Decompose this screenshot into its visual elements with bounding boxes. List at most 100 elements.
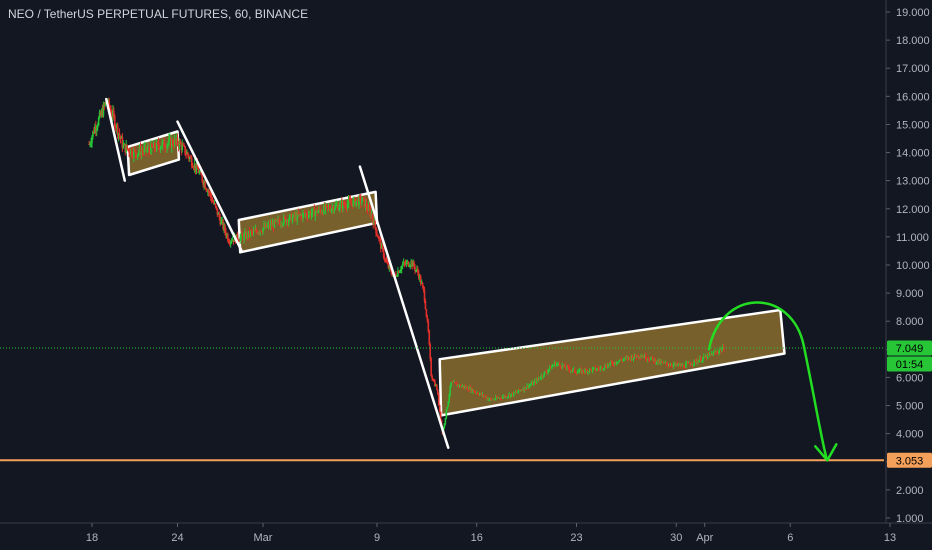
- candle-body: [540, 375, 543, 379]
- candle-body: [232, 239, 235, 242]
- candle-body: [563, 364, 565, 367]
- candle-body: [320, 210, 322, 213]
- candle-body: [450, 382, 452, 387]
- candle-body: [397, 271, 399, 276]
- x-tick-label: Mar: [254, 532, 273, 544]
- candle-body: [244, 232, 246, 235]
- candle-body: [499, 397, 502, 399]
- candle-body: [691, 364, 694, 366]
- labels-layer: 7.049 01:54 3.053: [887, 340, 932, 468]
- candle-body: [330, 208, 333, 212]
- candle-body: [589, 368, 591, 372]
- candle-body: [579, 369, 582, 371]
- candle-body: [427, 320, 430, 332]
- candle-body: [243, 234, 245, 240]
- candle-body: [470, 387, 472, 391]
- candle-body: [377, 235, 379, 238]
- candle-body: [151, 143, 153, 147]
- candle-body: [149, 150, 151, 155]
- candle-body: [522, 389, 525, 391]
- candle-body: [260, 230, 262, 232]
- candle-body: [102, 104, 105, 117]
- candle-body: [299, 213, 301, 216]
- candle-body: [419, 276, 422, 284]
- candle-body: [464, 386, 467, 388]
- candle-body: [624, 357, 626, 360]
- candle-body: [277, 219, 279, 221]
- candle-body: [584, 369, 586, 373]
- candle-body: [525, 388, 527, 390]
- support-price-label: 3.053: [896, 455, 924, 467]
- candle-body: [671, 365, 674, 367]
- candle-body: [484, 396, 487, 398]
- candle-body: [168, 138, 170, 144]
- candle-body: [594, 367, 597, 371]
- candle-body: [494, 396, 497, 400]
- candle-body: [309, 212, 312, 217]
- y-tick-label: 2.000: [896, 485, 924, 497]
- candle-body: [695, 360, 697, 363]
- candle-body: [704, 355, 707, 358]
- candle-body: [95, 126, 97, 131]
- candle-body: [697, 361, 699, 363]
- candle-body: [541, 375, 544, 377]
- candle-body: [583, 371, 585, 373]
- candle-body: [380, 244, 383, 249]
- candle-body: [519, 390, 522, 392]
- candle-body: [363, 197, 366, 208]
- candle-body: [162, 139, 165, 142]
- candle-body: [521, 389, 524, 391]
- candle-body: [719, 349, 721, 352]
- candle-body: [498, 397, 501, 399]
- candle-body: [602, 369, 604, 371]
- candle-body: [268, 223, 271, 228]
- y-tick-label: 11.000: [896, 232, 929, 244]
- candle-body: [267, 223, 270, 226]
- candle-body: [387, 263, 390, 269]
- candle-body: [567, 365, 569, 367]
- candle-body: [412, 261, 414, 267]
- candle-body: [108, 100, 110, 108]
- candle-body: [169, 138, 171, 140]
- candle-body: [315, 209, 317, 213]
- candle-body: [201, 175, 203, 182]
- candle-body: [502, 395, 505, 398]
- candle-body: [152, 143, 155, 148]
- candle-body: [460, 386, 463, 388]
- candle-body: [262, 228, 264, 233]
- candle-body: [245, 232, 247, 239]
- candle-body: [669, 365, 672, 367]
- y-tick-label: 5.000: [896, 401, 924, 413]
- candle-body: [692, 363, 695, 365]
- candle-body: [278, 219, 280, 223]
- candles-layer: [88, 97, 725, 436]
- candle-body: [402, 262, 405, 265]
- candle-body: [180, 143, 183, 151]
- candle-body: [252, 230, 255, 233]
- candle-body: [553, 362, 556, 365]
- candle-body: [651, 356, 654, 359]
- candle-body: [334, 205, 336, 210]
- y-tick-label: 14.000: [896, 148, 930, 160]
- candle-body: [616, 363, 619, 365]
- candle-body: [637, 355, 640, 358]
- candle-body: [609, 361, 612, 364]
- candle-body: [591, 368, 594, 372]
- candle-body: [384, 259, 387, 261]
- candle-body: [700, 357, 702, 362]
- candle-body: [93, 131, 95, 133]
- candle-body: [136, 154, 139, 157]
- candle-body: [321, 212, 323, 214]
- candle-body: [123, 143, 126, 146]
- candle-body: [512, 393, 514, 396]
- candle-body: [215, 206, 218, 209]
- candle-body: [160, 146, 163, 148]
- candle-body: [629, 357, 632, 360]
- candle-body: [261, 231, 263, 233]
- candle-body: [415, 269, 417, 271]
- candle-body: [437, 394, 440, 405]
- candle-body: [640, 356, 642, 358]
- candle-body: [530, 384, 532, 386]
- candle-body: [683, 364, 685, 368]
